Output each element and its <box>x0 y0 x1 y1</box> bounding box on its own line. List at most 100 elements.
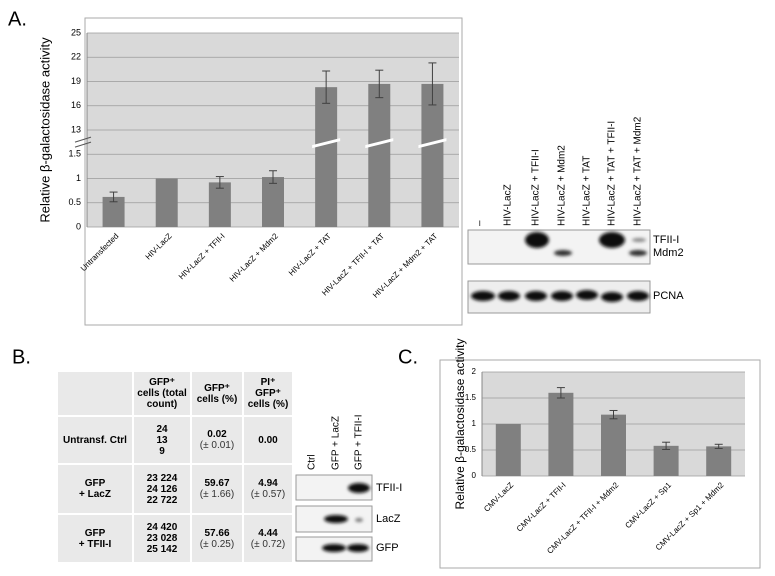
y-tick-label: 0 <box>76 221 81 231</box>
row-label: Untransf. Ctrl <box>56 415 134 465</box>
pct-cell: 0.02 (± 0.01) <box>190 415 244 465</box>
x-tick-label: CMV-LacZ + Sp1 <box>623 480 673 530</box>
blot-bands <box>322 483 370 552</box>
lane-label: Ctrl <box>307 454 318 470</box>
pct: 4.44 <box>258 527 278 539</box>
count: 23 224 <box>146 472 178 484</box>
y-tick-label: 19 <box>71 76 81 86</box>
pct: 4.94 <box>258 478 278 489</box>
lane-label: HIV-LacZ + TAT <box>582 156 593 226</box>
lane-label: – <box>475 220 486 226</box>
row-label: GFP + TFII-I <box>56 513 134 564</box>
sd: (± 0.57) <box>250 489 286 500</box>
y-tick-label: 1.5 <box>465 393 477 402</box>
sd: (± 0.01) <box>199 440 235 451</box>
x-tick-label: HIV-LacZ + TAT <box>287 231 333 277</box>
panel-label: A. <box>8 8 27 30</box>
x-tick-label: HIV-LacZ + Mdm2 <box>228 231 280 283</box>
y-tick-label: 16 <box>71 100 81 110</box>
y-tick-label: 1 <box>472 419 477 428</box>
x-tick-label: HIV-LacZ + TFII-I <box>177 232 227 282</box>
panel-label: B. <box>12 346 31 368</box>
band-label: PCNA <box>653 290 684 302</box>
y-tick-label: 22 <box>71 52 81 62</box>
label-line: GFP <box>84 478 106 489</box>
y-tick-label: 1.5 <box>68 149 81 159</box>
x-tick-label: CMV-LacZ + TFII-I <box>515 481 568 534</box>
y-tick-label: 25 <box>71 27 81 37</box>
pct-cell: 4.44 (± 0.72) <box>242 513 294 564</box>
pct-cell: 57.66 (± 0.25) <box>190 513 244 564</box>
band-label: GFP <box>376 542 399 554</box>
axis-break <box>74 141 92 148</box>
lane-label: HIV-LacZ <box>503 184 514 226</box>
sd: (± 0.25) <box>199 538 235 550</box>
lane-label: HIV-LacZ + TAT + TFII-I <box>607 121 618 226</box>
row-label: GFP + LacZ <box>56 463 134 515</box>
header-cell: PI⁺ GFP⁺ cells (%) <box>242 370 294 417</box>
bar <box>421 83 444 227</box>
pct: 0.00 <box>258 434 278 446</box>
label-line: + TFII-I <box>78 538 112 550</box>
pct: 59.67 <box>204 478 230 489</box>
corner-cell <box>56 370 134 417</box>
bar <box>653 445 679 476</box>
panel-label: C. <box>398 346 418 368</box>
band-label: TFII-I <box>376 482 402 494</box>
band-label: LacZ <box>376 513 401 525</box>
blot-bands <box>471 232 649 302</box>
y-axis-title: Relative β-galactosidase activity <box>453 339 467 510</box>
pct: 57.66 <box>204 527 230 539</box>
bar <box>548 392 574 476</box>
label-line: + LacZ <box>79 489 111 500</box>
bar <box>208 182 231 227</box>
bar <box>262 177 284 227</box>
pct: 0.02 <box>207 429 227 440</box>
pct-cell: 59.67 (± 1.66) <box>190 463 244 515</box>
lane-label: HIV-LacZ + TAT + Mdm2 <box>633 116 644 226</box>
y-axis-title: Relative β-galactosidase activity <box>37 37 52 223</box>
bar <box>601 414 626 476</box>
count: 24 420 <box>146 522 178 533</box>
axis-break <box>74 136 92 143</box>
label-line: Untransf. Ctrl <box>63 434 127 446</box>
header-cell: GFP⁺ cells (total count) <box>132 370 192 417</box>
y-tick-label: 13 <box>71 124 81 134</box>
bar <box>368 83 391 227</box>
blot-strip <box>467 229 651 265</box>
count-cell: 23 224 24 126 22 722 <box>132 463 192 515</box>
data-table: GFP⁺ cells (total count) GFP⁺ cells (%) … <box>56 370 294 564</box>
sd: (± 1.66) <box>199 489 235 500</box>
count-cell: 24 420 23 028 25 142 <box>132 513 192 564</box>
lane-label: GFP + TFII-I <box>354 415 365 470</box>
bar <box>315 87 338 228</box>
count-cell: 24 13 9 <box>132 415 192 465</box>
label-line: GFP <box>84 527 106 539</box>
count: 24 <box>156 423 168 435</box>
bar <box>495 424 521 476</box>
count: 13 <box>156 434 168 446</box>
pct-cell: 0.00 <box>242 415 294 465</box>
header-cell: GFP⁺ cells (%) <box>190 370 244 417</box>
count: 23 028 <box>146 533 178 544</box>
y-tick-label: 0 <box>472 471 477 480</box>
bar <box>155 178 178 227</box>
bar <box>706 446 732 476</box>
band-label: Mdm2 <box>653 247 684 259</box>
panel-frame <box>84 17 463 326</box>
count: 24 126 <box>146 483 178 495</box>
sd: (± 0.72) <box>250 538 286 550</box>
break-band <box>312 138 341 149</box>
count: 22 722 <box>146 494 178 506</box>
break-band <box>365 138 394 149</box>
y-tick-label: 0.5 <box>465 445 477 454</box>
break-band <box>418 138 447 149</box>
count: 25 142 <box>146 544 178 555</box>
x-tick-label: CMV-LacZ <box>482 480 515 513</box>
lane-label: GFP + LacZ <box>331 416 342 470</box>
x-tick-label: HIV-LacZ <box>144 231 174 261</box>
y-tick-label: 2 <box>472 367 477 376</box>
count: 9 <box>159 445 165 457</box>
